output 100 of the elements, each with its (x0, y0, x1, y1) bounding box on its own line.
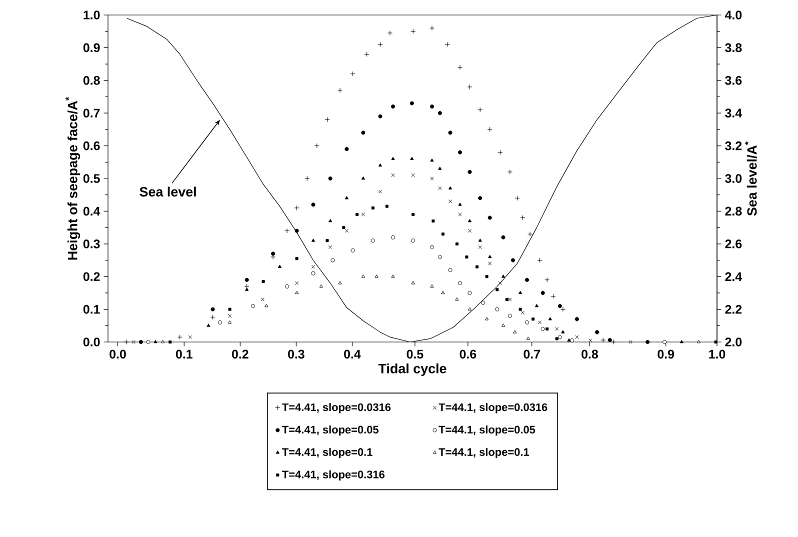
point (561, 330, 565, 334)
point (524, 320, 530, 324)
point (245, 288, 249, 291)
point (328, 176, 332, 181)
point (432, 220, 435, 223)
point (378, 190, 382, 194)
point (518, 308, 522, 311)
point (478, 196, 482, 200)
point (498, 281, 502, 286)
point (548, 317, 552, 320)
point (430, 284, 434, 288)
point (210, 307, 215, 312)
y2-tick-label: 2.4 (725, 272, 742, 281)
point (278, 264, 282, 268)
point (370, 238, 375, 243)
point (385, 204, 388, 208)
point (344, 228, 349, 233)
point (391, 274, 395, 278)
point (350, 71, 356, 76)
y-tick-label: 0.4 (83, 206, 100, 216)
point (295, 257, 298, 260)
point (228, 314, 232, 318)
y-tick-label: 0.3 (83, 239, 100, 248)
y-tick-label: 0.2 (83, 272, 100, 282)
point (628, 340, 632, 344)
point (588, 338, 592, 342)
point (537, 258, 542, 263)
point (458, 202, 462, 206)
point (507, 169, 512, 174)
point (508, 298, 512, 302)
point (465, 255, 468, 258)
point (524, 278, 530, 282)
point (478, 107, 483, 112)
point (412, 212, 415, 216)
point (411, 281, 415, 284)
point (528, 232, 533, 237)
point (338, 281, 342, 284)
point (250, 304, 255, 308)
point (546, 327, 549, 330)
x-tick-label: 0.4 (344, 350, 361, 359)
point (458, 150, 462, 154)
y-axis-title: Height of seepage face/A$^{*}$ (66, 96, 80, 260)
legend-label: T=4.41, slope=0.05 (282, 425, 378, 436)
point (361, 274, 365, 278)
legend-label: T=4.41, slope=0.0316 (282, 403, 391, 414)
point (154, 340, 158, 344)
point (448, 130, 452, 135)
point (520, 215, 526, 220)
point (132, 340, 136, 344)
point (374, 274, 378, 278)
point (554, 327, 559, 331)
point (501, 274, 506, 278)
legend-label: T=44.1, slope=0.05 (438, 425, 536, 436)
point (714, 340, 718, 344)
point (526, 336, 530, 340)
point (411, 238, 416, 243)
point (430, 158, 434, 162)
point (444, 42, 450, 47)
point (206, 324, 210, 327)
point (508, 314, 512, 318)
point (485, 275, 488, 278)
point (284, 228, 290, 234)
y-tick-label: 1.0 (84, 10, 100, 20)
point (458, 281, 462, 286)
point (390, 104, 396, 109)
point (188, 335, 192, 339)
legend-label: T=4.41, slope=0.316 (282, 470, 385, 481)
point (124, 339, 129, 345)
x-tick-label: 0.8 (582, 350, 598, 359)
point (262, 280, 265, 284)
point (455, 297, 459, 301)
y2-tick-label: 2.6 (725, 239, 742, 248)
point (513, 330, 517, 334)
point (534, 304, 539, 308)
x-tick-label: 0.6 (460, 350, 476, 359)
point (532, 318, 535, 321)
point (468, 307, 472, 310)
y-tick-label: 0.1 (83, 304, 100, 314)
point (371, 206, 374, 210)
point (680, 340, 684, 344)
point (391, 156, 395, 160)
point (488, 262, 492, 266)
point (448, 200, 452, 204)
point (430, 176, 434, 180)
point (378, 114, 382, 118)
point (510, 258, 516, 262)
x-tick-label: 0.2 (232, 350, 248, 359)
point (361, 212, 366, 216)
point (538, 320, 542, 324)
point (567, 338, 571, 342)
point (330, 258, 335, 262)
point (430, 245, 434, 250)
x-tick-label: 0.0 (110, 350, 126, 359)
y-tick-label: 0.0 (83, 338, 100, 346)
point (505, 298, 508, 301)
point (481, 300, 486, 305)
point (146, 340, 150, 344)
y2-tick-label: 2.0 (725, 338, 742, 346)
point (558, 335, 562, 340)
point (304, 176, 310, 182)
